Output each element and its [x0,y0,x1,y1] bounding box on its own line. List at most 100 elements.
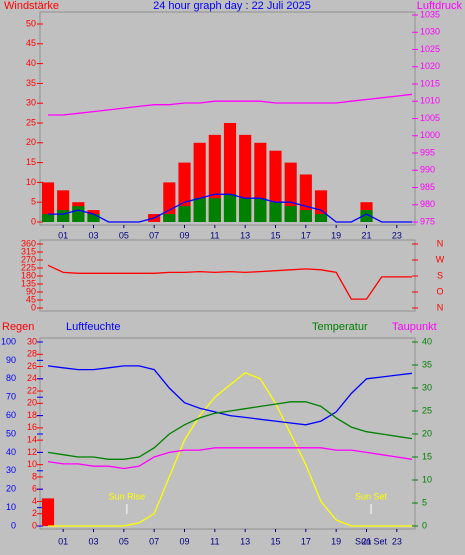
y-tick-label: 28 [27,349,37,359]
x-tick-label: 15 [270,230,280,240]
y-tick-label: 0 [31,302,36,312]
y3-tick-label: 90 [6,355,16,365]
y2-tick-label: 1000 [420,130,440,140]
series-line [48,371,412,527]
bar [299,210,312,222]
x-tick-label: 21 [361,230,371,240]
bar [314,214,328,222]
y2-axis-title: Luftdruck [417,0,463,12]
y-tick-label: 315 [21,246,36,256]
y2-tick-label: 1025 [420,44,440,54]
x-tick-label: 09 [179,230,189,240]
y2-tick-label: 1015 [420,78,440,88]
y3-axis-title: Luftfeuchte [66,321,120,333]
bar [223,194,237,222]
bar [284,206,297,222]
y2-tick-label: 990 [420,165,435,175]
series-line [47,401,413,460]
y2-tick-label: 1020 [420,61,440,71]
y4-axis-title: Taupunkt [392,321,437,333]
series-line [48,93,413,116]
y-tick-label: 24 [27,373,37,383]
y2-tick-label: 25 [422,405,432,415]
y-tick-label: 35 [26,78,36,88]
y2-tick-label: 1010 [420,96,440,106]
x-tick-label: 07 [149,536,159,546]
bar [163,214,176,222]
bar [178,206,191,222]
x-tick-label: 11 [210,230,219,240]
x-tick-label: 23 [392,536,402,546]
series-line [47,447,413,470]
x-tick-label: 13 [240,536,250,546]
y-tick-label: 2 [32,508,37,518]
y2-tick-label: O [436,286,443,296]
y-tick-label: 20 [26,137,36,147]
y-tick-label: 45 [26,38,36,48]
y-tick-label: 4 [32,496,37,506]
y2-tick-label: 1035 [420,9,440,19]
bar [87,214,100,222]
y-tick-label: 135 [21,278,36,288]
y3-tick-label: 50 [6,428,16,438]
x-tick-label: 09 [179,536,189,546]
y-tick-label: 22 [27,385,37,395]
y2-tick-label: N [437,302,444,312]
x-tick-label: 01 [58,536,68,546]
y3-tick-label: 60 [6,410,16,420]
y-tick-label: 30 [26,98,36,108]
y-tick-label: 90 [26,286,36,296]
y2-tick-label: 15 [422,451,432,461]
x-tick-label: 11 [210,536,219,546]
y-tick-label: 0 [32,520,37,530]
series-line [47,365,413,426]
y-axis-title: Regen [2,321,34,333]
bar [72,206,85,222]
y-axis-title: Windstärke [4,0,59,12]
y-tick-label: 14 [27,435,37,445]
series-line [47,264,412,300]
y-tick-label: 18 [27,410,37,420]
y-tick-label: 12 [27,447,37,457]
x-tick-label: 15 [270,536,280,546]
y-tick-label: 6 [32,484,37,494]
y-tick-label: 10 [27,459,37,469]
y3-tick-label: 20 [6,484,16,494]
y3-tick-label: 10 [6,502,16,512]
x-tick-label: 21 [361,536,371,546]
y-tick-label: 26 [27,361,37,371]
y-tick-label: 5 [31,197,36,207]
x-tick-label: 19 [331,230,341,240]
y3-tick-label: 40 [6,447,16,457]
y-tick-label: 270 [21,254,36,264]
y2-tick-label: W [436,254,445,264]
y2-tick-label: 40 [422,336,432,346]
x-tick-label: 03 [88,536,98,546]
y-tick-label: 10 [26,177,36,187]
y-tick-label: 15 [26,157,36,167]
y-tick-label: 20 [27,398,37,408]
y2-tick-label: 20 [422,428,432,438]
y2-tick-label: 1030 [420,27,440,37]
bar [254,198,267,222]
chart-title: 24 hour graph day : 22 Juli 2025 [153,0,311,12]
y2-tick-label: 980 [420,199,435,209]
y2-tick-label: 5 [422,497,427,507]
bar [41,182,55,222]
bar [57,210,70,222]
y-tick-label: 16 [27,422,37,432]
bar [41,498,55,526]
x-tick-label: 05 [119,536,129,546]
y3-tick-label: 70 [6,392,16,402]
y-tick-label: 225 [21,262,36,272]
y-tick-label: 45 [26,294,36,304]
y2-tick-label: 30 [422,382,432,392]
y-tick-label: 30 [27,336,37,346]
y2-tick-label: 10 [422,474,432,484]
x-tick-label: 19 [331,536,341,546]
x-tick-label: 13 [240,230,250,240]
y-tick-label: 0 [31,216,36,226]
bar [360,210,373,222]
y2-tick-label: 995 [420,147,435,157]
